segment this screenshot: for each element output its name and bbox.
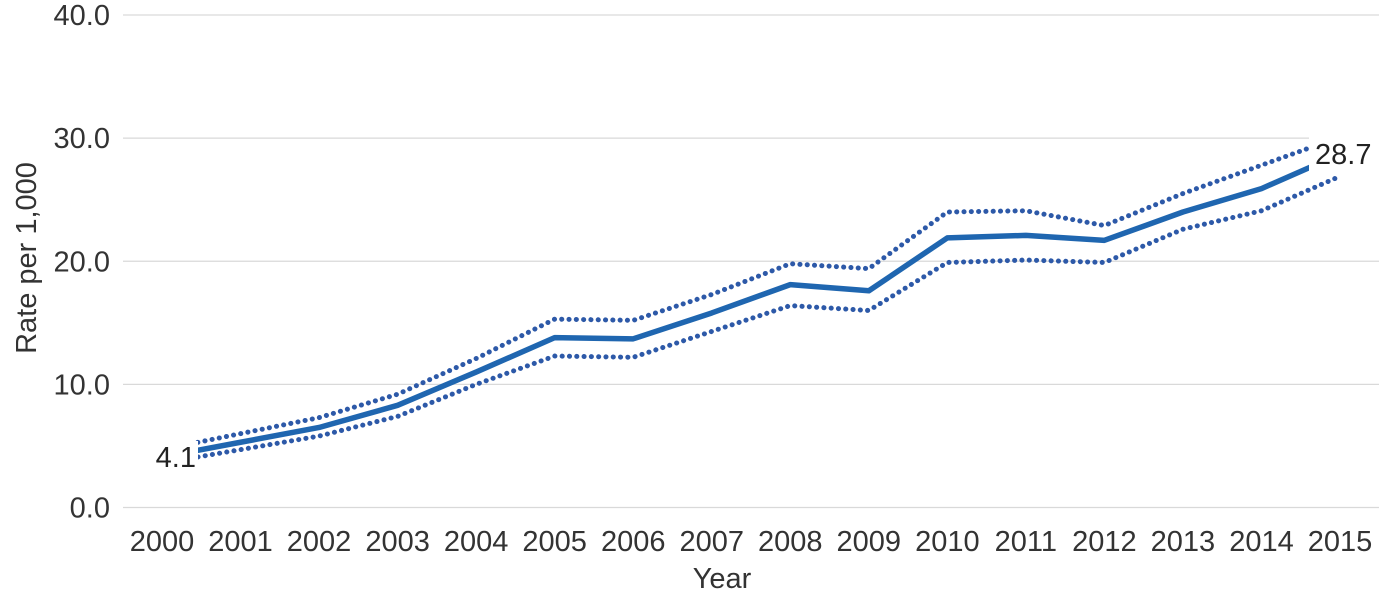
y-tick-label: 40.0 (54, 0, 110, 32)
x-tick-label: 2007 (679, 526, 744, 558)
y-tick-label: 30.0 (54, 123, 110, 155)
gridlines (123, 14, 1379, 509)
y-axis-title: Rate per 1,000 (11, 162, 43, 354)
series-line-rate (159, 151, 1343, 460)
y-tick-label: 20.0 (54, 246, 110, 278)
data-point-labels: 4.1 28.7 (136, 133, 1383, 486)
x-tick-label: 2008 (758, 526, 823, 558)
last-point-label-bg (1309, 133, 1383, 174)
x-tick-label: 2001 (208, 526, 273, 558)
x-tick-label: 2013 (1151, 526, 1216, 558)
x-tick-label: 2000 (130, 526, 195, 558)
x-axis-title: Year (693, 563, 752, 594)
x-tick-label: 2014 (1229, 526, 1294, 558)
x-tick-label: 2004 (444, 526, 509, 558)
x-tick-label: 2009 (837, 526, 902, 558)
x-axis-tick-labels: 2000 2001 2002 2003 2004 2005 2006 2007 2008 2009… (130, 526, 1373, 558)
series-line-lower-confidence-limit (159, 173, 1343, 466)
first-point-label-bg (136, 441, 198, 486)
series-line-upper-confidence-limit (159, 134, 1343, 453)
x-tick-label: 2006 (601, 526, 666, 558)
data-series (159, 134, 1343, 466)
last-point-label: 28.7 (1315, 139, 1371, 171)
x-tick-label: 2002 (287, 526, 352, 558)
x-tick-label: 2015 (1308, 526, 1373, 558)
x-tick-label: 2003 (365, 526, 430, 558)
x-tick-label: 2010 (915, 526, 980, 558)
y-axis-tick-labels: 0.0 10.0 20.0 30.0 40.0 (54, 0, 110, 525)
x-tick-label: 2011 (995, 526, 1057, 558)
first-point-label: 4.1 (156, 442, 196, 474)
y-tick-label: 0.0 (70, 493, 110, 525)
x-tick-label: 2005 (522, 526, 587, 558)
y-tick-label: 10.0 (54, 369, 110, 401)
x-tick-label: 2012 (1072, 526, 1137, 558)
